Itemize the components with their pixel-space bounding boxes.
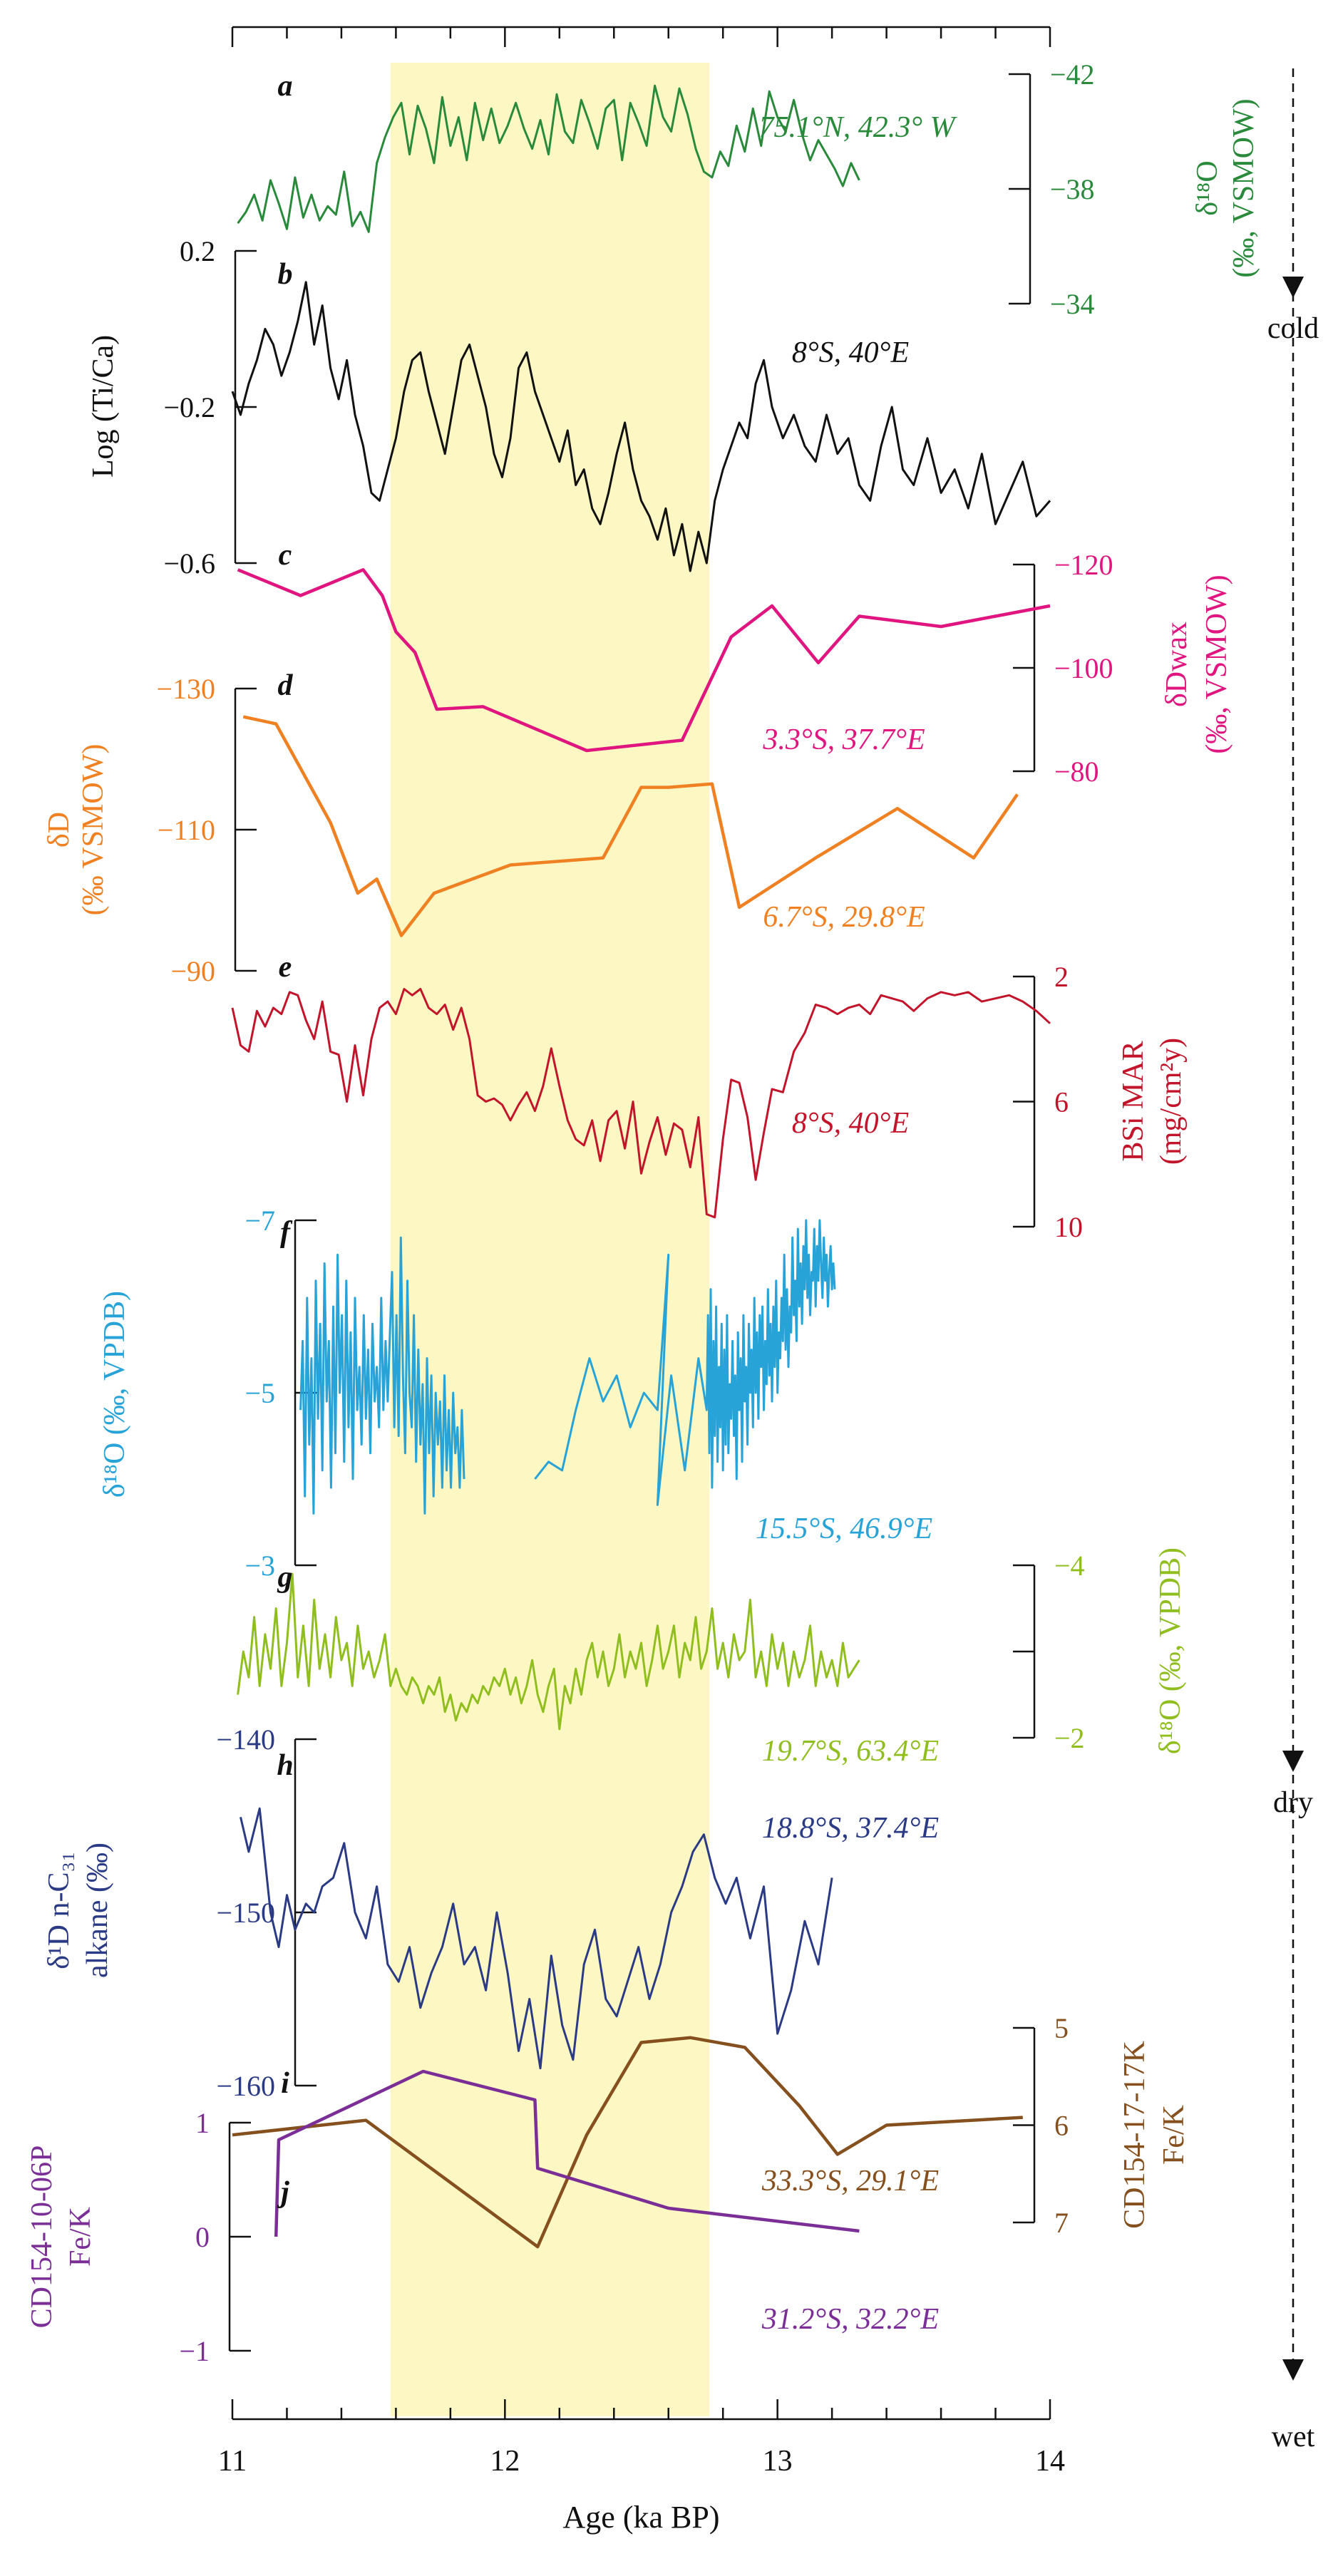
y-tick-label-a: −38 [1050, 173, 1095, 205]
y-tick-label-c: −120 [1054, 549, 1113, 581]
y-axis-title-e-line2: (mg/cm²y) [1155, 1038, 1188, 1165]
y-axis-title-i-line2: Fe/K [1158, 2105, 1190, 2165]
y-axis-title-d-line1: δD [43, 812, 76, 847]
location-label-c: 3.3°S, 37.7°E [762, 723, 925, 756]
panel-label-g: g [277, 1561, 293, 1594]
location-label-d: 6.7°S, 29.8°E [763, 901, 925, 934]
x-tick-label: 14 [1035, 2445, 1065, 2478]
y-tick-label-c: −100 [1054, 652, 1113, 684]
y-tick-label-c: −80 [1054, 756, 1099, 788]
panel-label-h: h [277, 1749, 293, 1782]
dry-arrowhead-icon [1282, 1751, 1304, 1772]
y-tick-label-g: −4 [1054, 1550, 1085, 1582]
y-axis-title-j-line2: Fe/K [64, 2207, 97, 2267]
y-tick-label-e: 10 [1054, 1211, 1083, 1243]
y-tick-label-f: −5 [245, 1377, 275, 1409]
location-label-i: 33.3°S, 29.1°E [761, 2165, 939, 2198]
y-tick-label-a: −34 [1050, 288, 1095, 320]
series-line-d [242, 715, 1019, 937]
y-tick-label-i: 5 [1054, 2012, 1069, 2044]
y-axis-title-a-line1: δ¹⁸O [1191, 160, 1224, 215]
series-line-h [240, 1807, 833, 2070]
highlight-band [390, 63, 710, 2416]
y-tick-label-j: −1 [179, 2335, 210, 2367]
panel-label-e: e [279, 951, 292, 984]
panel-label-c: c [279, 539, 292, 572]
series-layer [231, 84, 1051, 2249]
x-axis-title: Age (ka BP) [563, 2500, 720, 2535]
y-tick-label-b: −0.6 [163, 547, 215, 579]
y-axis-title-c-line1: δDwax [1161, 622, 1193, 707]
panel-label-a: a [278, 70, 293, 103]
y-tick-label-b: −0.2 [163, 391, 215, 423]
y-axis-title-f: δ¹⁸O (‰, VPDB) [98, 1291, 131, 1498]
y-tick-label-h: −160 [216, 2070, 275, 2102]
y-axis-title-b: Log (Ti/Ca) [87, 335, 120, 478]
series-line-c [237, 568, 1051, 753]
y-tick-label-b: 0.2 [180, 235, 215, 267]
wet-label: wet [1272, 2421, 1315, 2453]
y-tick-label-e: 2 [1054, 961, 1069, 993]
y-tick-label-j: 1 [195, 2107, 210, 2139]
y-tick-label-e: 6 [1054, 1086, 1069, 1118]
wet-arrowhead-icon [1282, 2359, 1304, 2381]
y-axis-title-e-line1: BSi MAR [1117, 1041, 1150, 1161]
series-line-a [237, 84, 860, 233]
y-tick-label-d: −110 [158, 814, 215, 846]
y-tick-label-j: 0 [195, 2221, 210, 2253]
y-tick-label-a: −42 [1050, 58, 1095, 91]
panel-label-d: d [278, 669, 294, 702]
y-axis-title-d-line2: (‰ VSMOW) [77, 744, 110, 916]
y-tick-label-h: −140 [216, 1724, 275, 1756]
location-label-e: 8°S, 40°E [792, 1107, 909, 1140]
y-tick-label-h: −150 [216, 1897, 275, 1929]
y-tick-label-i: 7 [1054, 2207, 1069, 2239]
x-tick-label: 13 [763, 2445, 793, 2478]
location-label-h: 18.8°S, 37.4°E [762, 1812, 939, 1845]
series-line-f-seg1 [534, 1219, 836, 1506]
panel-label-i: i [281, 2067, 289, 2100]
y-axis-title-h-line1: δ¹D n-C₃₁ [43, 1851, 76, 1969]
series-line-j [274, 2069, 860, 2237]
series-line-b [231, 281, 1051, 572]
y-tick-label-f: −3 [245, 1550, 275, 1582]
y-tick-label-i: 6 [1054, 2110, 1069, 2142]
x-tick-label: 12 [490, 2445, 520, 2478]
location-label-b: 8°S, 40°E [792, 336, 909, 369]
y-axis-title-h-line2: alkane (‰) [81, 1843, 114, 1978]
cold-label: cold [1267, 312, 1319, 345]
location-label-f: 15.5°S, 46.9°E [756, 1513, 932, 1545]
y-tick-label-d: −90 [170, 955, 215, 987]
y-tick-label-f: −7 [245, 1205, 275, 1237]
series-line-i [232, 2036, 1023, 2249]
panel-label-b: b [278, 258, 293, 291]
y-tick-label-g: −2 [1054, 1722, 1085, 1754]
axes-layer [228, 26, 1304, 2421]
series-line-e [231, 988, 1051, 1219]
y-axis-title-i-line1: CD154-17-17K [1118, 2041, 1151, 2229]
cold-arrowhead-icon [1282, 277, 1304, 298]
panel-label-f: f [280, 1216, 293, 1249]
y-axis-title-a-line2: (‰, VSMOW) [1228, 98, 1260, 277]
y-axis-title-c-line2: (‰, VSMOW) [1200, 575, 1233, 753]
highlight-layer [390, 63, 710, 2416]
location-label-g: 19.7°S, 63.4°E [762, 1735, 939, 1768]
location-label-j: 31.2°S, 32.2°E [761, 2303, 939, 2336]
y-axis-title-g: δ¹⁸O (‰, VPDB) [1154, 1547, 1187, 1754]
y-axis-title-j-line1: CD154-10-06P [26, 2145, 58, 2329]
location-label-a: 75.1°N, 42.3° W [758, 111, 957, 144]
series-line-f-seg0 [299, 1236, 465, 1515]
x-tick-label: 11 [218, 2445, 247, 2478]
y-tick-label-d: −130 [156, 673, 215, 705]
dry-label: dry [1273, 1786, 1313, 1819]
series-line-g [237, 1572, 860, 1731]
